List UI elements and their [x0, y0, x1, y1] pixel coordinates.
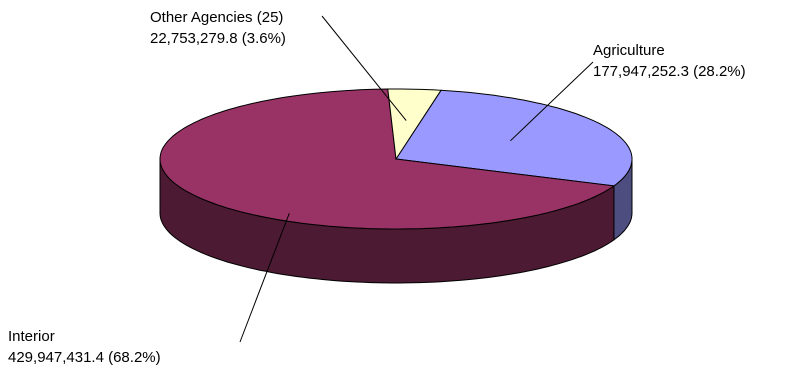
- leader-line: [239, 213, 290, 343]
- slice-label-name: Agriculture: [593, 42, 665, 59]
- slice-other-agencies-25: [387, 88, 442, 161]
- leader-line: [321, 15, 407, 121]
- slice-label-value: 22,753,279.8 (3.6%): [150, 30, 286, 47]
- slice-agriculture: [395, 89, 633, 187]
- leader-lines: [239, 15, 594, 343]
- slice-label-name: Interior: [8, 328, 55, 345]
- slice-label-value: 429,947,431.4 (68.2%): [8, 349, 161, 366]
- leader-line: [510, 61, 594, 142]
- pie-slices: [159, 88, 633, 230]
- slice-label-value: 177,947,252.3 (28.2%): [593, 63, 746, 80]
- slice-interior: [159, 88, 616, 230]
- slice-label-name: Other Agencies (25): [150, 9, 283, 26]
